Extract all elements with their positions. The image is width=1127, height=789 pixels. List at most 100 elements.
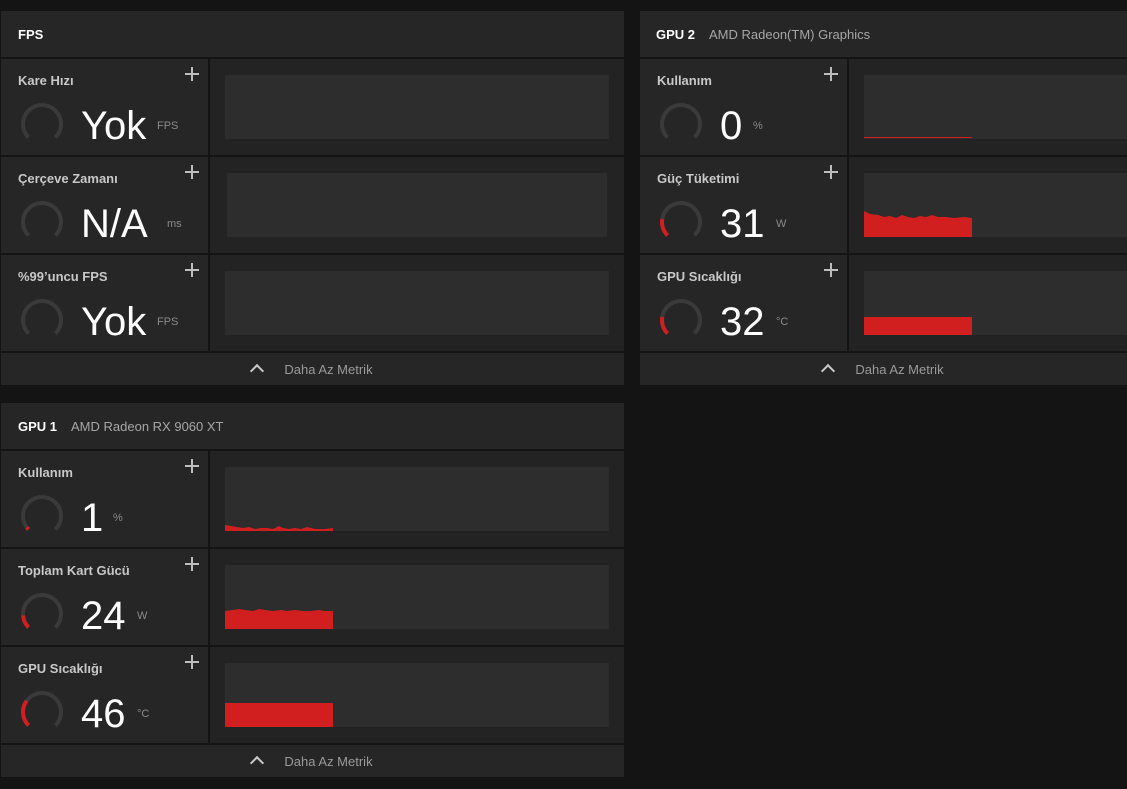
metric-label: Kullanım bbox=[657, 73, 712, 88]
metric-label: GPU Sıcaklığı bbox=[18, 661, 103, 676]
metric-unit: % bbox=[113, 512, 123, 524]
chevron-up-icon bbox=[250, 363, 265, 379]
plus-icon[interactable] bbox=[185, 263, 199, 277]
gauge-track bbox=[660, 201, 702, 237]
metric-graph bbox=[210, 59, 624, 155]
metric-label: Kullanım bbox=[18, 465, 73, 480]
gauge-track bbox=[21, 201, 63, 237]
metric-unit: °C bbox=[137, 708, 150, 720]
gauge-fill bbox=[660, 316, 670, 335]
gauge-icon bbox=[660, 299, 702, 335]
graph-area bbox=[864, 173, 1127, 237]
metric-value: 24 bbox=[81, 594, 126, 638]
metric-unit: W bbox=[776, 218, 787, 230]
gauge-icon bbox=[21, 103, 63, 139]
metric-unit: FPS bbox=[157, 120, 179, 132]
gpu2-panel: GPU 2 AMD Radeon(TM) Graphics Kullanım 0… bbox=[640, 11, 1127, 385]
gauge-track bbox=[660, 299, 702, 335]
panel-title: FPS bbox=[18, 26, 44, 42]
metric-graph bbox=[210, 549, 624, 645]
gauge-fill bbox=[21, 699, 31, 727]
gauge-track bbox=[660, 103, 702, 139]
gauge-fill bbox=[660, 218, 670, 237]
metric-power: Güç Tüketimi 31 W bbox=[640, 157, 1127, 253]
metric-temperature: GPU Sıcaklığı 32 °C bbox=[640, 255, 1127, 351]
gauge-icon bbox=[21, 691, 63, 727]
gauge-fill bbox=[21, 615, 31, 629]
gauge-icon bbox=[21, 593, 63, 629]
metric-label: Toplam Kart Gücü bbox=[18, 563, 130, 578]
metric-value: 46 bbox=[81, 692, 126, 736]
gauge-fill bbox=[25, 526, 31, 531]
metric-usage: Kullanım 1 % bbox=[1, 451, 624, 547]
metric-total-board-power: Toplam Kart Gücü 24 W bbox=[1, 549, 624, 645]
gauge-icon bbox=[21, 299, 63, 335]
power-graph bbox=[864, 211, 972, 237]
metric-unit: % bbox=[753, 120, 763, 132]
plus-icon[interactable] bbox=[185, 459, 199, 473]
fewer-metrics-button[interactable]: Daha Az Metrik bbox=[640, 353, 1127, 385]
graph-area bbox=[227, 173, 607, 237]
metric-label: Kare Hızı bbox=[18, 73, 74, 88]
metric-usage: Kullanım 0 % bbox=[640, 59, 1127, 155]
metric-graph bbox=[849, 255, 1127, 351]
graph-area bbox=[864, 75, 1127, 139]
plus-icon[interactable] bbox=[824, 263, 838, 277]
metric-graph bbox=[210, 157, 624, 253]
metric-unit: FPS bbox=[157, 316, 179, 328]
graph-area bbox=[225, 663, 609, 727]
fewer-metrics-button[interactable]: Daha Az Metrik bbox=[1, 745, 624, 777]
panel-title: GPU 2 bbox=[656, 26, 696, 42]
metric-value: Yok bbox=[81, 104, 147, 148]
metric-frame-time: Çerçeve Zamanı N/A ms bbox=[1, 157, 624, 253]
graph-area bbox=[225, 565, 609, 629]
metric-value: 1 bbox=[81, 496, 104, 540]
graph-area bbox=[225, 75, 609, 139]
plus-icon[interactable] bbox=[185, 165, 199, 179]
metric-unit: °C bbox=[776, 316, 789, 328]
plus-icon[interactable] bbox=[824, 67, 838, 81]
usage-graph bbox=[864, 137, 972, 138]
metric-graph bbox=[210, 255, 624, 351]
metric-99th-fps: %99’uncu FPS Yok FPS bbox=[1, 255, 624, 351]
gpu1-panel: GPU 1 AMD Radeon RX 9060 XT Kullanım 1 %… bbox=[1, 403, 624, 777]
metric-value: 31 bbox=[720, 202, 765, 246]
graph-area bbox=[864, 271, 1127, 335]
panel-title: GPU 1 bbox=[18, 418, 58, 434]
metric-graph bbox=[849, 59, 1127, 155]
footer-label: Daha Az Metrik bbox=[284, 753, 373, 769]
fps-panel-header: FPS bbox=[1, 11, 624, 59]
metric-label: %99’uncu FPS bbox=[18, 269, 108, 284]
metric-temperature: GPU Sıcaklığı 46 °C bbox=[1, 647, 624, 743]
metric-value: N/A bbox=[81, 202, 148, 246]
fewer-metrics-button[interactable]: Daha Az Metrik bbox=[1, 353, 624, 385]
metric-value: Yok bbox=[81, 300, 147, 344]
temperature-graph bbox=[864, 317, 972, 335]
footer-label: Daha Az Metrik bbox=[284, 361, 373, 377]
gauge-icon bbox=[660, 201, 702, 237]
metric-unit: ms bbox=[167, 218, 182, 230]
panel-subtitle: AMD Radeon RX 9060 XT bbox=[71, 418, 224, 434]
chevron-up-icon bbox=[821, 363, 836, 379]
metric-graph bbox=[210, 451, 624, 547]
plus-icon[interactable] bbox=[185, 67, 199, 81]
fps-panel: FPS Kare Hızı Yok FPS Çerçeve Zamanı N/A… bbox=[1, 11, 624, 385]
gauge-track bbox=[21, 691, 63, 727]
footer-label: Daha Az Metrik bbox=[855, 361, 944, 377]
metric-value: 32 bbox=[720, 300, 765, 344]
metric-unit: W bbox=[137, 610, 148, 622]
gpu1-panel-header: GPU 1 AMD Radeon RX 9060 XT bbox=[1, 403, 624, 451]
usage-graph bbox=[225, 525, 333, 531]
graph-area bbox=[225, 271, 609, 335]
plus-icon[interactable] bbox=[185, 557, 199, 571]
plus-icon[interactable] bbox=[185, 655, 199, 669]
metric-label: Güç Tüketimi bbox=[657, 171, 740, 186]
gauge-icon bbox=[660, 103, 702, 139]
chevron-up-icon bbox=[250, 755, 265, 771]
gauge-track bbox=[21, 103, 63, 139]
panel-subtitle: AMD Radeon(TM) Graphics bbox=[709, 26, 871, 42]
power-graph bbox=[225, 609, 333, 629]
metric-value: 0 bbox=[720, 104, 743, 148]
plus-icon[interactable] bbox=[824, 165, 838, 179]
metric-graph bbox=[210, 647, 624, 743]
